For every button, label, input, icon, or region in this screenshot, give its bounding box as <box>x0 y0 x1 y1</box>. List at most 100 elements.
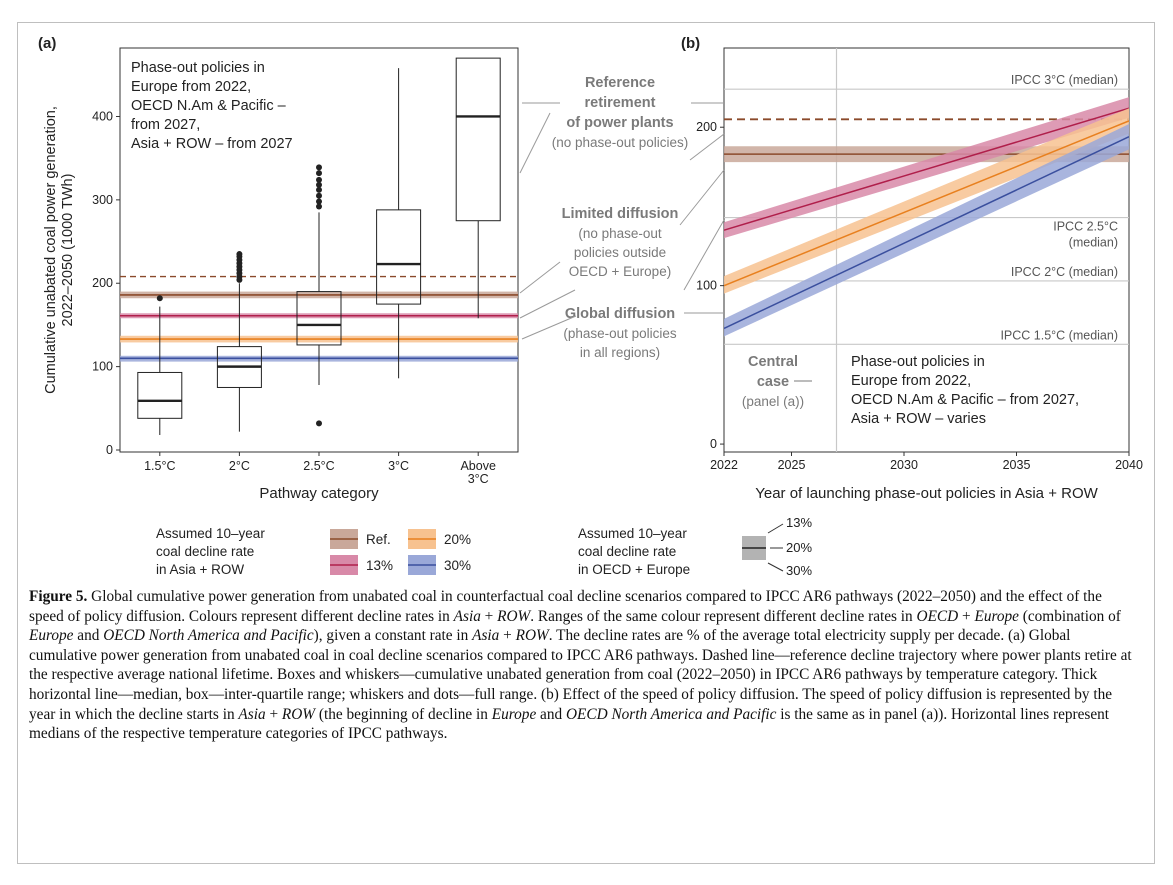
panel-b-xtick-label: 2022 <box>710 458 738 472</box>
panel-a-inset-line: Europe from 2022, <box>131 79 251 95</box>
panel-a-ylabel-line1: Cumulative unabated coal power generatio… <box>43 106 59 394</box>
panel-b-band-r13 <box>724 97 1129 239</box>
panel-b-ytick-label: 200 <box>696 120 717 134</box>
panel-b-ipcc-label: IPCC 2.5°C <box>1053 220 1118 234</box>
panel-b-band-r20 <box>724 108 1129 294</box>
central-case-title: case <box>757 374 789 390</box>
panel-a-xtick-label: 3°C <box>468 472 489 486</box>
panel-b-inset-line: Phase-out policies in <box>851 354 985 370</box>
panel-a-xtick-label: 1.5°C <box>144 459 175 473</box>
annotation-leader-line <box>521 315 577 340</box>
panel-b-line-r30 <box>723 136 1130 330</box>
legend-left-title: coal decline rate <box>156 544 254 559</box>
annotation-leader-line <box>683 219 725 291</box>
legend-right-label-20: 20% <box>786 540 812 555</box>
panel-a-tag: (a) <box>38 35 56 52</box>
legend-label-ref: Ref. <box>366 532 391 547</box>
panel-b-ytick-label: 100 <box>696 279 717 293</box>
panel-a-ytick-label: 0 <box>106 443 113 457</box>
annot-limited-sub: OECD + Europe) <box>569 264 671 279</box>
box-outlier-dot <box>316 203 322 210</box>
annot-ref-title: retirement <box>585 95 656 111</box>
legend-label-r20: 20% <box>444 532 471 547</box>
panel-b-line-r20 <box>723 120 1130 287</box>
panel-a-ylabel-line2: 2022–2050 (1000 TWh) <box>60 174 76 327</box>
annotation-leader-line <box>679 169 725 226</box>
figure-caption: Figure 5. Global cumulative power genera… <box>29 587 1139 744</box>
caption-label: Figure 5. <box>29 588 88 605</box>
legend-label-r30: 30% <box>444 558 471 573</box>
panel-a-xtick-label: 2.5°C <box>303 459 334 473</box>
legend-right-title: coal decline rate <box>578 544 676 559</box>
box-outlier-dot <box>316 198 322 205</box>
panel-b-ipcc-label: IPCC 2°C (median) <box>1011 265 1118 279</box>
annotation-leader-line <box>519 261 561 294</box>
legend-left-title: in Asia + ROW <box>156 562 244 577</box>
annot-global-sub: in all regions) <box>580 345 660 360</box>
panel-a-ytick-label: 300 <box>92 193 113 207</box>
box-outlier-dot <box>316 420 322 427</box>
panel-b-inset-line: Europe from 2022, <box>851 373 971 389</box>
panel-b-ytick-label: 0 <box>710 437 717 451</box>
panel-a-xtick-label: Above <box>460 459 495 473</box>
panel-a-inset-line: Phase-out policies in <box>131 60 265 76</box>
panel-b-xtick-label: 2040 <box>1115 458 1143 472</box>
panel-b-xlabel: Year of launching phase-out policies in … <box>755 485 1098 502</box>
legend-right-title: in OECD + Europe <box>578 562 690 577</box>
annot-ref-sub: (no phase-out policies) <box>552 135 689 150</box>
box-iqr <box>455 57 501 222</box>
figure-frame <box>17 22 1155 864</box>
panel-b-tag: (b) <box>681 35 700 52</box>
panel-b-inset-line: OECD N.Am & Pacific – from 2027, <box>851 392 1079 408</box>
panel-a-inset-line: from 2027, <box>131 117 200 133</box>
panel-b-ipcc-label: IPCC 1.5°C (median) <box>1000 328 1118 342</box>
box-outlier-dot <box>156 295 163 302</box>
panel-b-xtick-label: 2030 <box>890 458 918 472</box>
legend-right-arrow <box>767 562 784 572</box>
central-case-sub: (panel (a)) <box>742 394 804 409</box>
panel-b-ipcc-label: IPCC 3°C (median) <box>1011 73 1118 87</box>
panel-b-xtick-label: 2035 <box>1003 458 1031 472</box>
annot-global-title: Global diffusion <box>565 306 675 322</box>
panel-b-band-r30 <box>724 124 1129 337</box>
box-iqr <box>376 209 422 305</box>
box-outlier-dot <box>316 176 322 183</box>
panel-a-ytick-label: 100 <box>92 360 113 374</box>
central-case-title: Central <box>748 354 798 370</box>
legend-right-label-13: 13% <box>786 515 812 530</box>
panel-b-line-r13 <box>723 107 1130 231</box>
annot-ref-title: of power plants <box>566 115 673 131</box>
box-outlier-dot <box>316 181 322 188</box>
panel-a-ytick-label: 200 <box>92 276 113 290</box>
panel-b-axes-frame <box>723 47 1130 453</box>
annot-global-sub: (phase-out policies <box>563 326 677 341</box>
annot-limited-sub: (no phase-out <box>578 226 662 241</box>
box-outlier-dot <box>236 251 243 258</box>
caption-body: Global cumulative power generation from … <box>29 588 1132 743</box>
annotation-leader-line <box>689 133 725 161</box>
panel-b-inset-line: Asia + ROW – varies <box>851 411 986 427</box>
annot-limited-title: Limited diffusion <box>562 206 679 222</box>
box-outlier-dot <box>316 164 322 171</box>
panel-b-xtick-label: 2025 <box>778 458 806 472</box>
panel-a-inset-line: Asia + ROW – from 2027 <box>131 136 293 152</box>
panel-a-inset-line: OECD N.Am & Pacific – <box>131 98 287 114</box>
panel-b-ipcc-label: (median) <box>1069 236 1118 250</box>
legend-left-title: Assumed 10–year <box>156 526 265 541</box>
panel-a-xtick-label: 3°C <box>388 459 409 473</box>
panel-a-ytick-label: 400 <box>92 109 113 123</box>
legend-right-label-30: 30% <box>786 563 812 578</box>
annot-limited-sub: policies outside <box>574 245 666 260</box>
annotation-leader-line <box>519 112 551 174</box>
box-iqr <box>296 291 342 346</box>
annotation-leader-line <box>519 289 576 319</box>
panel-a-xlabel: Pathway category <box>259 485 379 502</box>
panel-a-xtick-label: 2°C <box>229 459 250 473</box>
box-outlier-dot <box>316 170 322 177</box>
legend-right-arrow <box>767 523 784 534</box>
annot-ref-title: Reference <box>585 75 655 91</box>
box-outlier-dot <box>316 192 322 199</box>
legend-right-title: Assumed 10–year <box>578 526 687 541</box>
box-outlier-dot <box>316 186 322 193</box>
